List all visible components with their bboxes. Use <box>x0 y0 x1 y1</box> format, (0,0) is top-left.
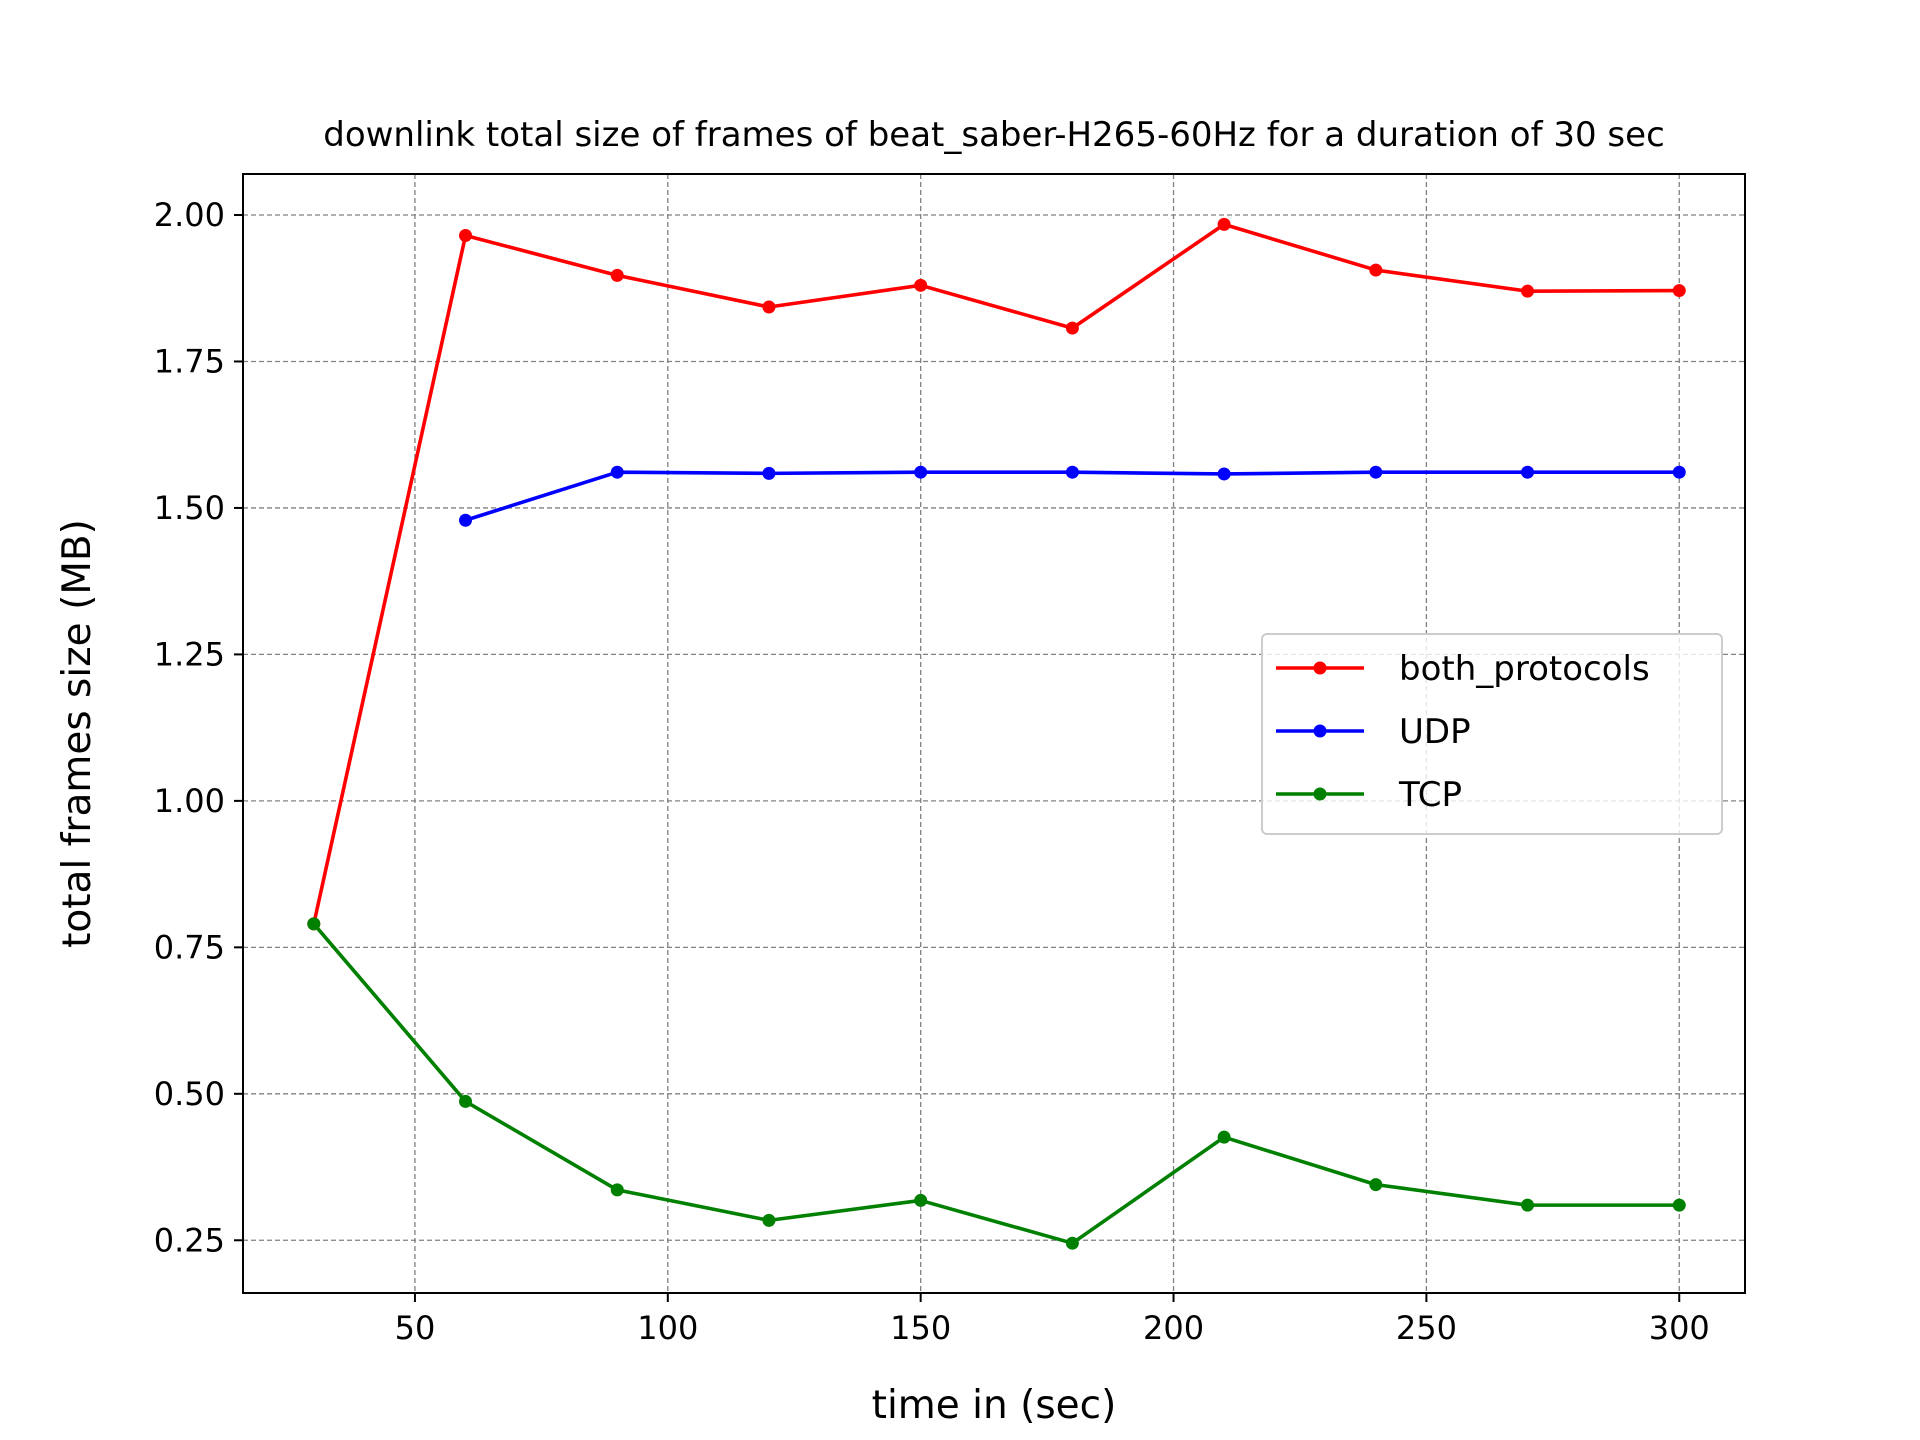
legend-swatch-marker <box>1313 724 1327 738</box>
data-point-tcp <box>307 917 321 931</box>
legend-label: TCP <box>1398 775 1462 815</box>
legend-swatch-marker <box>1313 661 1327 675</box>
plot-area-frame <box>242 173 1746 1294</box>
data-point-tcp <box>1065 1236 1079 1250</box>
data-point-tcp <box>1369 1178 1383 1192</box>
x-tick-label: 100 <box>637 1309 698 1347</box>
data-point-both-protocols <box>1065 321 1079 335</box>
y-tick-label: 0.50 <box>154 1075 225 1113</box>
x-tick-label: 150 <box>890 1309 951 1347</box>
data-point-both-protocols <box>610 268 624 282</box>
series-layer <box>307 217 1686 1250</box>
data-point-udp <box>762 466 776 480</box>
legend-item-both-protocols: both_protocols <box>1276 649 1650 689</box>
data-point-udp <box>1521 465 1535 479</box>
data-point-udp <box>914 465 928 479</box>
data-point-udp <box>610 465 624 479</box>
axis-ticks: 50 100 150 200 250 300 0.25 0.50 0.75 1.00 1.25 1.5… <box>154 196 1710 1347</box>
data-point-both-protocols <box>1217 217 1231 231</box>
data-point-udp <box>459 513 473 527</box>
y-tick-label: 1.50 <box>154 489 225 527</box>
legend-item-udp: UDP <box>1276 712 1471 752</box>
data-point-both-protocols <box>1521 284 1535 298</box>
x-tick-label: 300 <box>1649 1309 1710 1347</box>
y-tick-label: 1.00 <box>154 782 225 820</box>
y-tick-label: 0.75 <box>154 928 225 966</box>
legend-item-tcp: TCP <box>1276 775 1462 815</box>
data-point-udp <box>1217 467 1231 481</box>
y-tick-label: 0.25 <box>154 1221 225 1259</box>
x-tick-label: 250 <box>1396 1309 1457 1347</box>
data-point-udp <box>1065 465 1079 479</box>
y-tick-label: 1.75 <box>154 342 225 380</box>
data-point-both-protocols <box>459 229 473 243</box>
data-point-both-protocols <box>914 278 928 292</box>
data-point-both-protocols <box>1369 263 1383 277</box>
legend-box <box>1261 633 1723 835</box>
data-point-tcp <box>914 1193 928 1207</box>
y-tick-label: 1.25 <box>154 635 225 673</box>
x-axis-title: time in (sec) <box>872 1383 1117 1428</box>
data-point-tcp <box>610 1183 624 1197</box>
data-point-tcp <box>762 1213 776 1227</box>
x-tick-label: 50 <box>395 1309 436 1347</box>
data-point-udp <box>1672 465 1686 479</box>
legend-label: both_protocols <box>1399 649 1650 689</box>
legend-label: UDP <box>1399 712 1471 752</box>
series-tcp <box>307 917 1686 1250</box>
data-point-tcp <box>1521 1198 1535 1212</box>
data-point-both-protocols <box>762 300 776 314</box>
y-tick-label: 2.00 <box>154 196 225 234</box>
chart-title: downlink total size of frames of beat_sa… <box>323 115 1665 155</box>
data-point-tcp <box>1672 1198 1686 1212</box>
data-point-tcp <box>459 1094 473 1108</box>
series-udp <box>459 465 1686 527</box>
x-tick-label: 200 <box>1143 1309 1204 1347</box>
legend: both_protocols UDP TCP <box>1261 633 1723 835</box>
series-line-both-protocols <box>312 222 1680 925</box>
y-axis-title: total frames size (MB) <box>55 519 100 948</box>
data-point-udp <box>1369 465 1383 479</box>
data-point-tcp <box>1217 1130 1231 1144</box>
legend-swatch-marker <box>1313 787 1327 801</box>
data-point-both-protocols <box>1672 284 1686 298</box>
series-line-tcp <box>312 922 1680 1246</box>
